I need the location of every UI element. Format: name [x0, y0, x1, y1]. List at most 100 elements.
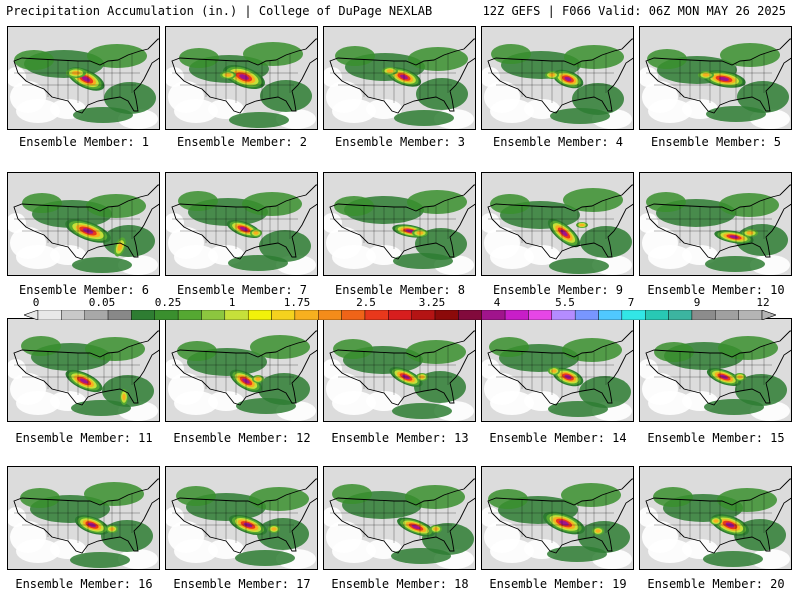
precip-map: [482, 319, 633, 421]
country-outline: [329, 184, 475, 260]
precip-light-area: [547, 546, 607, 562]
ensemble-member-label: Ensemble Member: 6: [18, 283, 150, 297]
ensemble-map-panel: [323, 466, 476, 570]
precip-light-area: [242, 192, 302, 216]
dry-area: [332, 391, 376, 415]
precip-light-area: [229, 112, 289, 128]
precip-light-area: [719, 193, 779, 217]
dry-area: [648, 245, 692, 269]
dry-area: [174, 245, 218, 269]
colorbar-tick-label: 5.5: [555, 296, 575, 309]
dry-area: [174, 99, 218, 123]
precip-contour: [729, 235, 739, 239]
ensemble-map-panel: [323, 172, 476, 276]
precip-light-area: [21, 336, 61, 356]
dry-area: [332, 99, 376, 123]
dry-area: [8, 359, 26, 379]
ensemble-map-panel: [481, 466, 634, 570]
precip-map: [166, 27, 317, 129]
colorbar-swatch: [294, 310, 319, 320]
precip-map: [166, 173, 317, 275]
precip-light-area: [250, 335, 310, 359]
colorbar-swatch: [341, 310, 366, 320]
dry-area: [640, 359, 658, 379]
precip-light-area: [653, 487, 693, 507]
precip-map: [8, 467, 159, 569]
colorbar-swatch: [37, 310, 62, 320]
dry-area: [490, 539, 534, 563]
ensemble-member-label: Ensemble Member: 3: [334, 135, 466, 149]
precip-contour: [271, 527, 277, 531]
colorbar-swatch: [621, 310, 646, 320]
dry-area: [16, 245, 60, 269]
precip-light-area: [703, 551, 763, 567]
precip-contour: [746, 231, 754, 235]
colorbar-swatch: [645, 310, 669, 320]
ensemble-map-panel: [165, 26, 318, 130]
ensemble-member-label: Ensemble Member: 9: [492, 283, 624, 297]
precip-light-area: [20, 488, 60, 508]
dry-area: [640, 67, 658, 87]
dry-area: [682, 245, 718, 265]
precip-map: [482, 467, 633, 569]
colorbar-swatch: [201, 310, 226, 320]
country-outline: [13, 478, 159, 554]
precip-light-area: [14, 50, 54, 70]
ensemble-map-panel: [481, 26, 634, 130]
precip-light-area: [408, 47, 468, 71]
colorbar-swatch: [738, 310, 763, 320]
ensemble-member-label: Ensemble Member: 18: [331, 577, 469, 591]
colorbar-swatch: [107, 310, 132, 320]
precip-light-area: [579, 376, 631, 408]
dry-area: [490, 245, 534, 269]
precip-contour: [713, 519, 719, 523]
precip-light-area: [416, 78, 468, 110]
colorbar-swatch: [551, 310, 576, 320]
colorbar-swatch: [84, 310, 109, 320]
dry-area: [490, 99, 534, 123]
colorbar-swatch: [271, 310, 296, 320]
dry-area: [174, 391, 218, 415]
precip-light-area: [405, 485, 465, 509]
precip-light-area: [72, 257, 132, 273]
precip-light-area: [85, 337, 145, 361]
dry-area: [332, 245, 376, 269]
dry-area: [208, 539, 244, 559]
precip-light-area: [332, 484, 372, 504]
colorbar-tick-label: 0: [32, 296, 40, 309]
dry-area: [648, 539, 692, 563]
colorbar-swatch: [131, 310, 155, 320]
colorbar-swatch: [574, 310, 599, 320]
precip-contour: [551, 369, 557, 373]
ensemble-map-panel: [165, 466, 318, 570]
ensemble-member-label: Ensemble Member: 2: [176, 135, 308, 149]
precip-light-area: [735, 374, 787, 406]
precip-map: [8, 319, 159, 421]
dry-area: [332, 539, 376, 563]
ensemble-member-label: Ensemble Member: 4: [492, 135, 624, 149]
dry-area: [166, 507, 184, 527]
dry-area: [648, 391, 692, 415]
dry-area: [750, 549, 790, 569]
ensemble-map-panel: [7, 318, 160, 422]
precip-contour: [117, 242, 123, 252]
ensemble-member-label: Ensemble Member: 1: [18, 135, 150, 149]
precip-light-area: [235, 550, 295, 566]
precip-contour: [224, 73, 232, 77]
colorbar-swatch: [224, 310, 249, 320]
dry-area: [682, 539, 718, 559]
country-outline: [171, 330, 317, 406]
precip-light-area: [179, 48, 219, 68]
dry-area: [490, 391, 534, 415]
country-outline: [487, 330, 633, 406]
precip-light-area: [236, 398, 296, 414]
colorbar-tick-label: 1.75: [283, 296, 311, 309]
precip-map: [166, 319, 317, 421]
precip-light-area: [70, 552, 130, 568]
ensemble-member-label: Ensemble Member: 15: [647, 431, 785, 445]
precip-map: [640, 319, 791, 421]
precip-contour: [595, 529, 601, 533]
precip-light-area: [257, 518, 309, 550]
dry-area: [166, 67, 184, 87]
precip-light-area: [243, 42, 303, 66]
